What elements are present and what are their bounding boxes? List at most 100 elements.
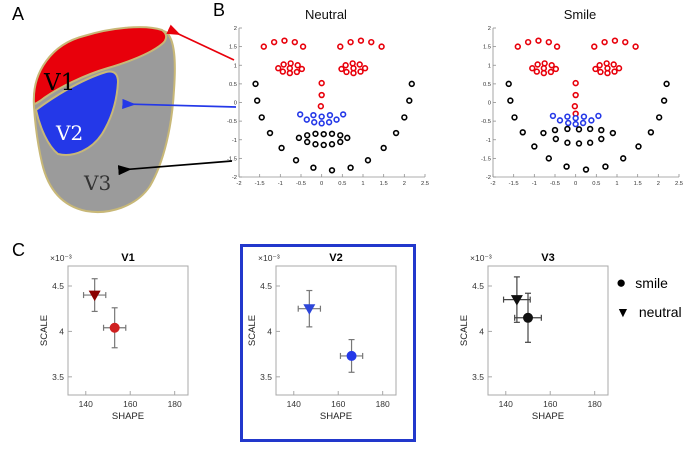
x-axis-label: SHAPE [112, 411, 144, 422]
svg-text:-1.5: -1.5 [481, 156, 491, 162]
landmark-point [333, 116, 340, 123]
neutral-triangle-icon: ▼ [616, 304, 630, 320]
neutral-scatter-canvas: -2 -1.5 -1 -0.5 0 0.5 1 1.5 2 2.5 -2 -1.5 -1 -0.5 0 0.5… [227, 26, 429, 187]
landmark-point [535, 37, 542, 44]
errorbar-plot-v3: 140 160 180 3.5 4 4.5 V3 ×10⁻³ SHAPE SCALE [458, 250, 618, 428]
svg-text:0: 0 [320, 181, 323, 187]
axis-exponent-label: ×10⁻³ [258, 253, 280, 263]
landmark-point [632, 43, 639, 50]
landmark-point [337, 138, 344, 146]
landmark-point [296, 111, 304, 118]
landmark-point [310, 164, 317, 171]
landmark-point [514, 43, 521, 50]
region-v2 [34, 70, 120, 156]
landmark-point [563, 163, 570, 170]
landmark-point [505, 80, 512, 88]
svg-text:4: 4 [59, 326, 64, 336]
landmark-point [298, 65, 306, 73]
svg-text:2: 2 [403, 181, 406, 187]
landmark-point [392, 129, 400, 137]
landmark-point [622, 38, 629, 46]
landmark-point [378, 43, 385, 50]
region-v1 [32, 26, 168, 106]
landmark-point [575, 140, 583, 147]
svg-text:-1: -1 [232, 138, 237, 144]
svg-text:1: 1 [361, 181, 364, 187]
svg-text:0.5: 0.5 [592, 181, 600, 187]
landmark-point [312, 130, 319, 137]
landmark-point [571, 103, 579, 110]
landmark-point [519, 129, 526, 136]
svg-text:2: 2 [657, 181, 660, 187]
landmark-point [553, 43, 561, 50]
smile-scatter-canvas: -2 -1.5 -1 -0.5 0 0.5 1 1.5 2 2.5 -2 -1.5 -1 -0.5 0 0.5… [481, 26, 683, 187]
landmark-point [356, 61, 363, 68]
landmark-point [281, 37, 288, 44]
landmark-point [338, 65, 345, 73]
landmark-point [318, 113, 325, 120]
svg-text:-1: -1 [278, 181, 283, 187]
plot-title-smile: Smile [563, 7, 597, 22]
svg-text:0: 0 [488, 101, 491, 107]
svg-text:0: 0 [574, 181, 577, 187]
landmark-point [595, 112, 602, 120]
svg-text:1: 1 [488, 63, 491, 69]
landmark-point [253, 97, 261, 104]
landmark-point [580, 113, 588, 120]
axis-exponent-label: ×10⁻³ [50, 253, 72, 263]
point-smile [346, 350, 357, 361]
landmark-point [357, 37, 365, 44]
errorbar-plot-v1: 140 160 180 3.5 4 4.5 V1 ×10⁻³ SHAPE SCALE [38, 250, 198, 428]
landmark-point [533, 68, 541, 75]
landmark-point [350, 65, 357, 72]
landmark-point [318, 79, 325, 87]
svg-text:160: 160 [331, 399, 345, 409]
landmark-point [293, 68, 301, 76]
landmark-point [620, 155, 627, 162]
svg-text:4.5: 4.5 [260, 281, 272, 291]
panel-label-c: C [12, 240, 25, 260]
point-neutral [303, 304, 316, 315]
landmark-point [597, 68, 604, 76]
landmark-point [507, 97, 514, 104]
svg-text:-2: -2 [490, 181, 495, 187]
landmark-point [260, 43, 267, 50]
landmark-point [401, 114, 408, 121]
errorbar-plot-v2: 140 160 180 3.5 4 4.5 V2 ×10⁻³ SHAPE SCALE [246, 250, 406, 428]
landmark-point [326, 111, 334, 119]
axis-exponent-label: ×10⁻³ [470, 253, 492, 263]
svg-text:2.5: 2.5 [421, 181, 429, 187]
svg-text:4: 4 [479, 326, 484, 336]
landmark-point [572, 91, 579, 99]
svg-text:-1.5: -1.5 [509, 181, 519, 187]
svg-text:-0.5: -0.5 [296, 181, 306, 187]
landmark-point [270, 38, 278, 46]
landmark-point [635, 143, 642, 150]
landmark-point [611, 37, 619, 44]
landmark-point [320, 130, 327, 138]
svg-text:-2: -2 [232, 175, 237, 181]
legend-label-smile: smile [635, 274, 668, 291]
landmark-point [610, 61, 617, 68]
plot-title-neutral: Neutral [305, 7, 347, 22]
landmark-point [317, 103, 325, 110]
landmark-point [534, 61, 541, 68]
landmark-point [299, 43, 307, 50]
landmark-point [615, 65, 623, 72]
landmark-point [598, 126, 605, 134]
scatter-plot-neutral: Neutral -2 -1.5 -1 -0.5 0 0.5 1 1.5 2 2.5 -2 -1.5 -1… [222, 6, 430, 195]
point-neutral [510, 295, 523, 306]
svg-text:1: 1 [615, 181, 618, 187]
landmark-point [291, 38, 299, 46]
landmark-point [303, 138, 311, 146]
landmark-point [564, 139, 571, 146]
landmark-point [586, 125, 594, 133]
svg-text:140: 140 [499, 399, 513, 409]
mini-plot-title: V3 [541, 252, 554, 264]
series-nose-blue [296, 111, 347, 127]
point-smile [109, 322, 120, 333]
svg-text:-2: -2 [486, 175, 491, 181]
landmark-point [295, 134, 303, 142]
legend-item-smile: ● smile [616, 274, 682, 291]
landmark-point [368, 38, 375, 46]
